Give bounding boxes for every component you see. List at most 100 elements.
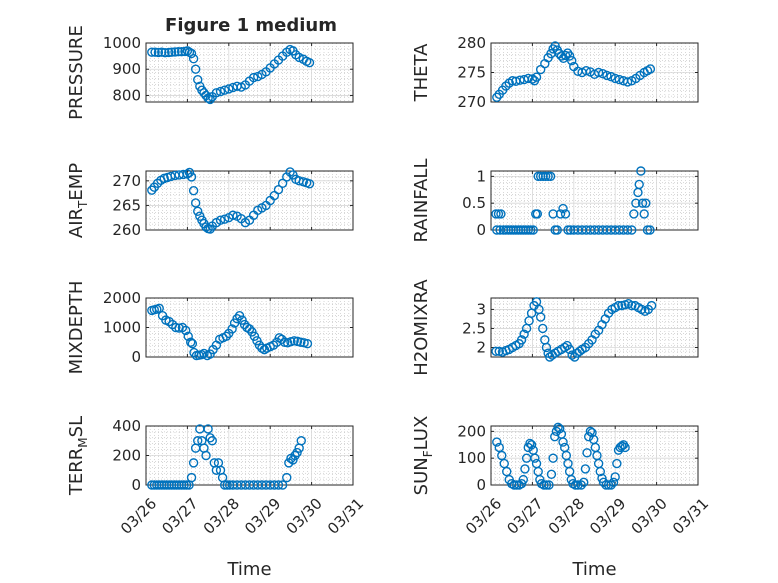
data-point <box>516 335 527 345</box>
data-point <box>302 339 313 349</box>
data-point <box>277 480 288 490</box>
data-point <box>211 88 222 98</box>
data-point <box>178 169 188 180</box>
data-series <box>147 424 306 490</box>
data-point <box>629 209 639 219</box>
data-point <box>497 450 507 461</box>
subplot-5: 0 1000 2000 MIXDEPTH <box>66 281 354 374</box>
data-point <box>205 94 215 105</box>
y-tick-label: 0 <box>131 348 141 366</box>
data-point <box>221 331 232 342</box>
data-point <box>292 447 302 458</box>
y-tick-label: 0.5 <box>462 194 486 212</box>
data-point <box>541 480 552 490</box>
y-axis-label-main: PRESSURE <box>66 25 87 120</box>
data-point <box>492 92 502 102</box>
axes-box <box>145 170 354 231</box>
data-point <box>606 71 616 82</box>
data-point <box>166 47 177 57</box>
data-point <box>593 67 604 78</box>
data-point <box>539 480 549 490</box>
y-tick-label: 200 <box>112 447 141 465</box>
data-point <box>559 342 570 353</box>
data-point <box>288 455 298 465</box>
y-axis-label-main: RAINFALL <box>411 159 432 243</box>
data-point <box>541 342 552 353</box>
data-point <box>179 480 189 490</box>
data-point <box>545 171 556 182</box>
data-point <box>304 179 315 189</box>
y-tick-label: 800 <box>112 86 141 104</box>
data-point <box>546 469 557 479</box>
y-tick-label: 3 <box>476 300 486 318</box>
y-axis-label-suffix: LUX <box>411 416 432 451</box>
data-point <box>150 47 160 57</box>
data-point <box>627 225 637 235</box>
data-point <box>576 480 586 490</box>
y-axis-label-suffix: SL <box>66 416 87 437</box>
data-point <box>560 50 571 61</box>
data-point <box>636 166 646 176</box>
data-point <box>491 346 501 356</box>
data-point <box>544 480 554 490</box>
data-series <box>147 44 315 105</box>
data-point <box>558 437 568 447</box>
data-point <box>215 86 226 97</box>
data-point <box>620 442 630 453</box>
y-axis-label-subscript: T <box>76 200 90 209</box>
data-point <box>190 64 201 74</box>
data-point <box>493 209 504 219</box>
data-point <box>147 185 157 195</box>
data-point <box>543 171 553 182</box>
y-axis-label: THETA <box>411 43 432 103</box>
data-point <box>563 225 573 235</box>
data-point <box>532 209 543 219</box>
data-point <box>637 198 648 208</box>
data-point <box>296 436 306 446</box>
data-point <box>491 209 501 219</box>
data-point <box>511 480 522 490</box>
y-tick-label: 270 <box>112 172 141 190</box>
y-tick-label: 275 <box>457 64 486 82</box>
data-point <box>227 324 237 334</box>
data-point <box>582 448 592 458</box>
data-series <box>492 41 656 102</box>
data-point <box>627 300 637 311</box>
data-point <box>186 172 197 182</box>
data-point <box>153 47 164 58</box>
data-point <box>157 47 167 57</box>
data-point <box>184 167 195 178</box>
data-point <box>273 480 284 490</box>
data-point <box>631 198 641 208</box>
data-point <box>610 73 620 84</box>
y-axis-label: H2OMIXRA <box>411 279 432 376</box>
data-point <box>581 66 591 76</box>
data-point <box>277 178 288 188</box>
data-point <box>639 209 649 219</box>
data-point <box>203 93 213 103</box>
data-point <box>170 47 180 57</box>
data-point <box>603 480 614 490</box>
y-tick-label: 0 <box>131 476 141 494</box>
data-point <box>187 339 198 349</box>
data-point <box>188 458 199 468</box>
data-point <box>193 75 203 85</box>
data-point <box>282 472 292 483</box>
data-point <box>608 477 619 488</box>
data-point <box>535 312 546 322</box>
x-axis-label: Time <box>571 559 616 580</box>
data-point <box>496 209 506 219</box>
y-tick-label: 1000 <box>103 34 141 52</box>
data-series <box>491 166 655 235</box>
y-tick-label: 280 <box>457 34 486 52</box>
data-point <box>580 464 591 474</box>
data-point <box>540 171 551 182</box>
data-point <box>548 453 558 463</box>
data-point <box>645 225 655 235</box>
data-point <box>531 72 542 82</box>
y-axis-label: PRESSURE <box>66 25 87 120</box>
axes-box <box>145 42 354 103</box>
y-tick-label: 200 <box>457 422 486 440</box>
data-series <box>492 422 630 490</box>
y-axis-label-main: THETA <box>411 43 432 103</box>
